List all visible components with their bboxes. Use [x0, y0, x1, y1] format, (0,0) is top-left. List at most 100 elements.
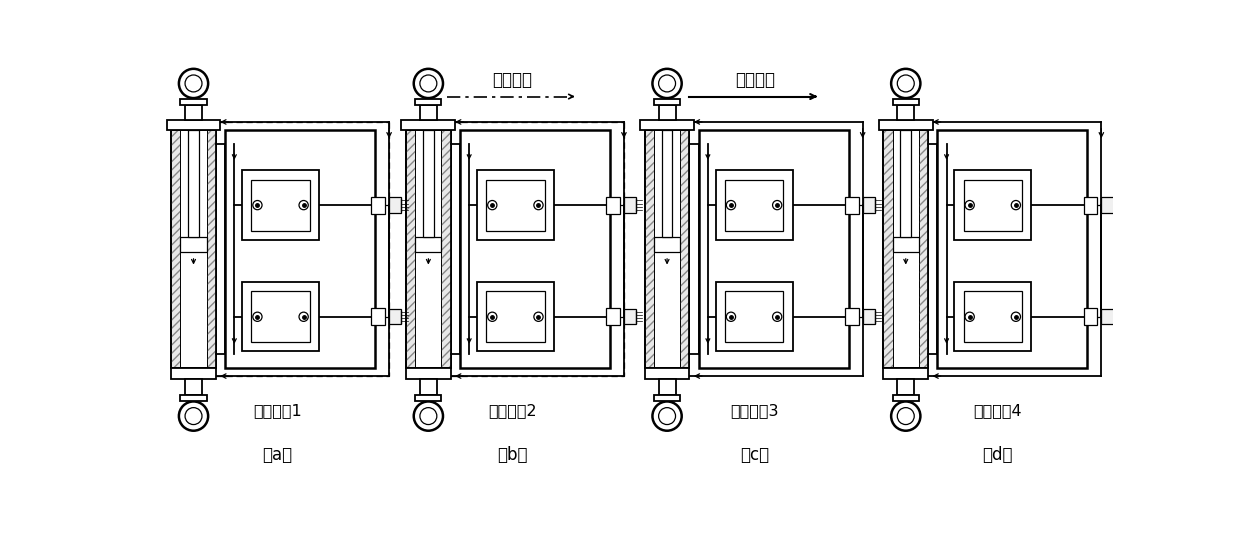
Bar	[405, 129, 415, 369]
Bar	[242, 282, 319, 351]
Bar	[415, 394, 441, 401]
Text: 阻尼模式1: 阻尼模式1	[253, 403, 301, 418]
Bar	[681, 129, 689, 369]
Bar	[166, 120, 221, 129]
Bar	[715, 282, 792, 351]
Circle shape	[420, 75, 436, 92]
Bar	[1084, 197, 1097, 213]
Bar	[185, 379, 202, 394]
Bar	[207, 129, 216, 369]
Bar	[372, 197, 386, 213]
Bar	[207, 129, 216, 369]
Bar	[242, 171, 319, 240]
Bar	[477, 282, 554, 351]
Circle shape	[658, 75, 676, 92]
Circle shape	[487, 312, 497, 322]
Circle shape	[965, 312, 975, 322]
Bar	[486, 292, 544, 342]
Bar	[883, 369, 928, 379]
Bar	[405, 129, 450, 369]
Text: （d）: （d）	[982, 446, 1013, 464]
Bar	[171, 129, 181, 369]
Bar	[181, 236, 207, 252]
Bar	[893, 99, 919, 105]
Bar	[879, 120, 932, 129]
Bar	[171, 369, 216, 379]
Bar	[624, 197, 636, 213]
Bar	[963, 292, 1022, 342]
Bar	[844, 197, 859, 213]
Bar	[405, 369, 450, 379]
Bar	[420, 379, 436, 394]
Bar	[893, 236, 919, 252]
Bar	[883, 129, 893, 369]
Bar	[658, 105, 676, 120]
Circle shape	[892, 69, 920, 98]
Bar	[898, 105, 914, 120]
Circle shape	[179, 69, 208, 98]
Bar	[389, 309, 402, 324]
Text: 阻尼模式2: 阻尼模式2	[489, 403, 537, 418]
Bar	[405, 129, 415, 369]
Bar	[640, 120, 694, 129]
Bar	[441, 129, 450, 369]
Bar	[460, 129, 610, 369]
Bar	[863, 197, 875, 213]
Bar	[1101, 309, 1114, 324]
Circle shape	[898, 408, 914, 425]
Circle shape	[420, 408, 436, 425]
Bar	[486, 180, 544, 231]
Text: 复原行程: 复原行程	[735, 71, 775, 89]
Circle shape	[534, 201, 543, 210]
Bar	[185, 105, 202, 120]
Bar	[653, 394, 681, 401]
Bar	[423, 129, 434, 236]
Bar	[1084, 308, 1097, 325]
Bar	[645, 369, 689, 379]
Bar	[252, 292, 310, 342]
Bar	[963, 180, 1022, 231]
Text: （b）: （b）	[497, 446, 527, 464]
Circle shape	[965, 201, 975, 210]
Circle shape	[487, 201, 497, 210]
Bar	[1101, 197, 1114, 213]
Bar	[252, 180, 310, 231]
Circle shape	[727, 312, 735, 322]
Circle shape	[185, 75, 202, 92]
Bar	[955, 171, 1032, 240]
Bar	[883, 129, 893, 369]
Circle shape	[1012, 201, 1021, 210]
Bar	[725, 292, 784, 342]
Bar	[653, 99, 681, 105]
Bar	[653, 236, 681, 252]
Bar	[372, 308, 386, 325]
Bar	[725, 180, 784, 231]
Circle shape	[534, 312, 543, 322]
Bar	[698, 129, 849, 369]
Bar	[606, 308, 620, 325]
Circle shape	[253, 201, 262, 210]
Circle shape	[773, 201, 781, 210]
Bar	[645, 129, 689, 369]
Circle shape	[898, 75, 914, 92]
Bar	[937, 129, 1087, 369]
Circle shape	[773, 312, 781, 322]
Bar	[893, 394, 919, 401]
Circle shape	[658, 408, 676, 425]
Circle shape	[179, 401, 208, 431]
Bar	[181, 99, 207, 105]
Bar	[188, 129, 198, 236]
Bar	[900, 129, 911, 236]
Bar	[883, 129, 928, 369]
Circle shape	[652, 69, 682, 98]
Bar	[645, 129, 653, 369]
Bar	[681, 129, 689, 369]
Text: 阻尼模式4: 阻尼模式4	[973, 403, 1022, 418]
Bar	[658, 379, 676, 394]
Text: 阻尼模式3: 阻尼模式3	[730, 403, 779, 418]
Bar	[181, 394, 207, 401]
Bar	[389, 197, 402, 213]
Bar	[919, 129, 928, 369]
Circle shape	[299, 201, 309, 210]
Bar	[863, 309, 875, 324]
